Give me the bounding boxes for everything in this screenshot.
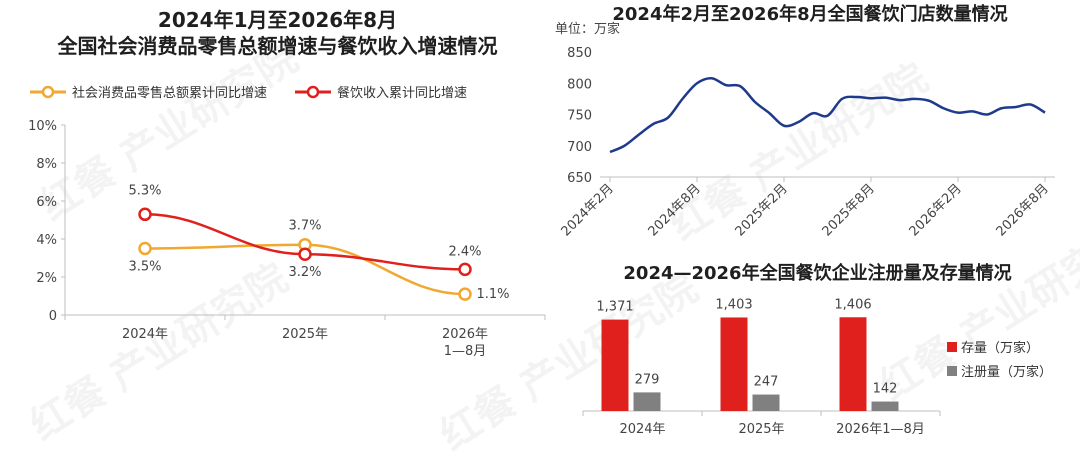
bar-value-label-0: 1,406 (834, 297, 871, 312)
bar-0 (601, 319, 629, 411)
chart2-title: 2024年2月至2026年8月全国餐饮门店数量情况 (612, 4, 1008, 25)
series-point-1 (458, 262, 472, 277)
bar-value-label-0: 1,403 (715, 297, 752, 312)
x-tick-label: 2024年 (619, 422, 665, 437)
series-point-1 (298, 247, 312, 261)
legend-swatch-1 (947, 366, 957, 376)
bar-value-label-1: 247 (754, 375, 779, 390)
y-tick-label: 700 (567, 140, 592, 155)
x-tick-label: 2025年8月 (820, 181, 878, 239)
series-point-1 (138, 207, 152, 222)
series-point-0 (138, 241, 152, 256)
x-tick-label: 2025年 (738, 422, 784, 437)
legend-swatch-0 (947, 342, 957, 352)
unit-label: 单位：万家 (555, 21, 620, 37)
y-tick-label: 8% (36, 157, 57, 172)
data-label-0: 1.1% (476, 287, 509, 302)
y-tick-label: 4% (36, 233, 57, 248)
x-tick-label: 2024年2月 (559, 181, 617, 239)
bar-0 (839, 317, 867, 411)
bar-1 (871, 401, 899, 411)
legend-label-0: 社会消费品零售总额累计同比增速 (72, 85, 267, 101)
bar-value-label-0: 1,371 (596, 300, 633, 315)
data-label-0: 3.7% (288, 219, 321, 234)
y-tick-label: 650 (567, 171, 592, 186)
legend-label-1: 注册量（万家） (961, 364, 1052, 380)
y-tick-label: 800 (567, 77, 592, 92)
bar-0 (720, 317, 748, 411)
x-tick-label: 2026年1—8月 (836, 422, 925, 437)
x-tick-label: 2025年2月 (733, 181, 791, 239)
chart1-title: 2024年1月至2026年8月 (157, 8, 398, 32)
data-label-1: 2.4% (448, 244, 481, 259)
y-tick-label: 6% (36, 195, 57, 210)
x-tick-label: 2024年 (122, 327, 168, 342)
chart3: 2024年 1,371 279 2025年 1,403 247 2026年1—8月 1,406… (582, 297, 1052, 437)
x-tick-label: 2026年8月 (994, 181, 1052, 239)
bar-value-label-1: 142 (873, 382, 898, 397)
series-point-0 (458, 287, 472, 301)
y-tick-label: 2% (36, 271, 57, 286)
chart3-title: 2024—2026年全国餐饮企业注册量及存量情况 (623, 263, 1012, 284)
y-tick-label: 0 (49, 309, 57, 324)
y-tick-label: 10% (28, 119, 57, 134)
chart1-subtitle: 全国社会消费品零售总额增速与餐饮收入增速情况 (57, 34, 498, 58)
legend-label-1: 餐饮收入累计同比增速 (337, 85, 467, 101)
x-tick-label: 2024年8月 (646, 181, 704, 239)
bar-1 (752, 394, 780, 411)
legend-marker-0 (41, 85, 55, 99)
x-tick-label: 2025年 (282, 327, 328, 342)
data-label-1: 5.3% (128, 183, 161, 198)
legend-label-0: 存量（万家） (961, 340, 1039, 356)
data-label-1: 3.2% (288, 265, 321, 280)
x-tick-label: 2026年 (442, 327, 488, 342)
chart1: 社会消费品零售总额累计同比增速 餐饮收入累计同比增速 0 2% 4% 6% 8% 10% 202… (28, 85, 546, 359)
bar-1 (633, 392, 661, 411)
x-tick-label: 1—8月 (444, 344, 487, 359)
data-label-0: 3.5% (128, 260, 161, 275)
store-count-line (609, 76, 1046, 154)
legend-marker-1 (306, 85, 320, 99)
y-tick-label: 850 (567, 46, 592, 61)
y-tick-label: 750 (567, 109, 592, 124)
chart2: 单位：万家 650 700 750 800 850 2024年2月 2024年8月 2025年2… (555, 21, 1055, 239)
x-tick-label: 2026年2月 (907, 181, 965, 239)
bar-value-label-1: 279 (635, 372, 660, 387)
